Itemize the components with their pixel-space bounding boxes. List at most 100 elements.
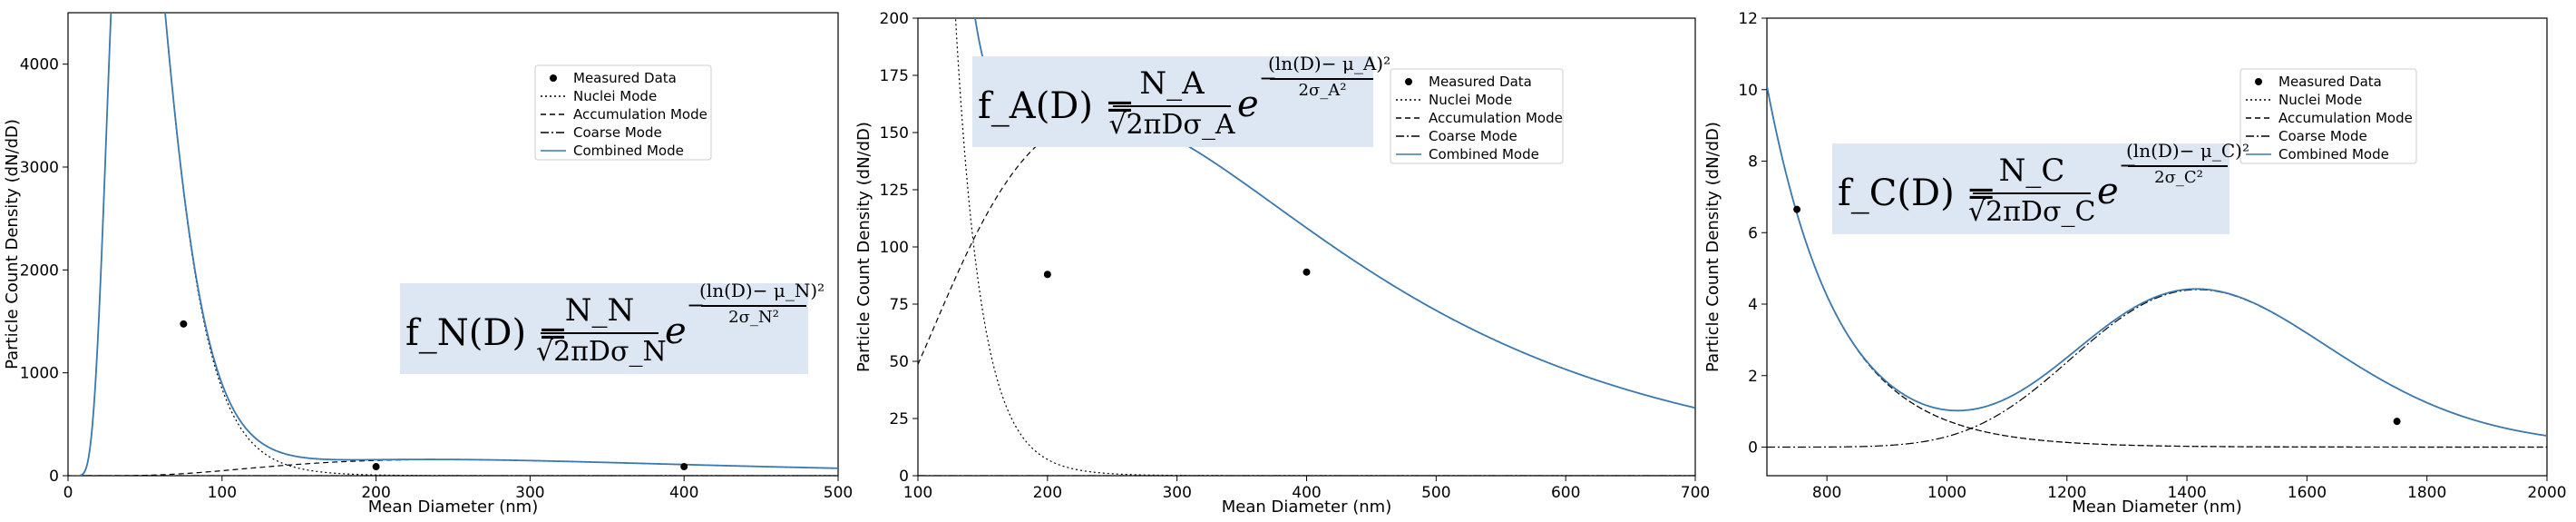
legend-marker	[550, 74, 557, 82]
y-tick-label: 25	[889, 410, 909, 428]
formula-exp-base: e	[1237, 84, 1259, 125]
nuclei-mode-line	[69, 13, 838, 476]
x-tick-label: 400	[1292, 484, 1321, 502]
measured-data-point	[1303, 268, 1311, 276]
x-axis-label: Mean Diameter (nm)	[368, 497, 539, 517]
formula-coarse: f_C(D) = N_C √2πDσ_C e − (ln(D)− μ_C)² 2…	[1832, 140, 2249, 234]
legend-entry: Coarse Mode	[1429, 128, 1517, 144]
y-tick-label: 150	[880, 124, 909, 143]
legend-entry: Measured Data	[2278, 74, 2382, 90]
formula-fraction-bar	[541, 332, 659, 334]
x-tick-label: 1400	[2167, 484, 2206, 502]
formula-exp-base: e	[2097, 171, 2119, 212]
formula-box-coarse	[1832, 143, 2230, 234]
coarse-mode-line	[1767, 289, 2547, 448]
formula-exp-bar	[2128, 165, 2228, 167]
x-tick-label: 300	[1162, 484, 1191, 502]
formula-lhs: f_A(D) =	[978, 85, 1136, 127]
y-tick-label: 4	[1748, 296, 1758, 314]
x-tick-label: 200	[361, 484, 390, 502]
y-tick-label: 50	[889, 353, 909, 371]
measured-data-point	[180, 320, 188, 328]
x-tick-label: 2000	[2527, 484, 2566, 502]
legend-entry: Combined Mode	[573, 143, 684, 159]
y-tick-label: 10	[1738, 82, 1758, 100]
y-tick-label: 4000	[20, 56, 59, 74]
measured-data-point	[1793, 205, 1801, 213]
y-tick-label: 0	[1748, 439, 1758, 458]
accumulation-mode-line	[918, 116, 1695, 409]
x-tick-label: 200	[1033, 484, 1062, 502]
y-tick-label: 175	[880, 67, 909, 85]
measured-data-point	[2393, 418, 2401, 426]
x-tick-label: 500	[824, 484, 853, 502]
formula-box-nuclei	[400, 283, 808, 374]
formula-numerator: N_C	[1998, 153, 2065, 189]
y-tick-label: 6	[1748, 224, 1758, 242]
formula-exp-bar	[701, 305, 806, 307]
legend-marker	[1405, 78, 1412, 85]
formula-numerator: N_A	[1139, 65, 1205, 102]
legend-entry: Accumulation Mode	[573, 106, 707, 123]
legend-entry: Nuclei Mode	[573, 88, 657, 104]
axes-frame	[1766, 17, 2548, 477]
y-tick-label: 3000	[20, 159, 59, 177]
measured-data-point	[1043, 271, 1051, 279]
y-tick-label: 2	[1748, 368, 1758, 386]
y-axis-label: Particle Count Density (dN/dD)	[3, 119, 22, 369]
axes-frame	[67, 12, 839, 477]
measured-data-point	[680, 463, 688, 471]
x-tick-label: 1800	[2407, 484, 2446, 502]
y-tick-label: 75	[889, 296, 909, 314]
x-tick-label: 1000	[1927, 484, 1966, 502]
formula-denominator: √2πDσ_N	[536, 336, 667, 368]
accumulation-mode-line	[1767, 85, 2547, 448]
chart-panel-3: 800 1000 1200 1400 1600 1800 2000 0 2 4 6 8 10 12 Mean…	[1703, 10, 2567, 517]
x-axis-label: Mean Diameter (nm)	[1222, 497, 1392, 517]
formula-lhs: f_C(D) =	[1838, 172, 1996, 214]
x-tick-label: 500	[1421, 484, 1450, 502]
x-tick-label: 300	[515, 484, 544, 502]
x-tick-label: 600	[1551, 484, 1580, 502]
legend-marker	[2255, 78, 2262, 85]
x-tick-label: 400	[669, 484, 698, 502]
formula-exp-minus: −	[1259, 65, 1278, 91]
legend-entry: Measured Data	[573, 70, 677, 86]
formula-exp-denominator: 2σ_A²	[1298, 81, 1347, 100]
formula-denominator: √2πDσ_A	[1108, 109, 1235, 141]
formula-exp-numerator: (ln(D)− μ_N)²	[699, 280, 825, 301]
legend-entry: Coarse Mode	[2278, 128, 2367, 144]
x-tick-label: 700	[1681, 484, 1710, 502]
y-tick-label: 8	[1748, 153, 1758, 172]
y-tick-label: 125	[880, 182, 909, 200]
formula-exp-denominator: 2σ_C²	[2154, 168, 2203, 187]
measured-data-point	[372, 463, 380, 471]
y-tick-label: 0	[899, 468, 909, 486]
formula-box-accumulation	[972, 56, 1373, 147]
nuclei-mode-line	[954, 18, 1695, 476]
formula-exp-bar	[1270, 78, 1373, 80]
formula-denominator: √2πDσ_C	[1968, 196, 2096, 228]
x-tick-label: 800	[1812, 484, 1841, 502]
y-tick-label: 200	[880, 10, 909, 28]
accumulation-mode-line	[69, 458, 838, 476]
x-tick-label: 100	[208, 484, 237, 502]
formula-nuclei: f_N(D) = N_N √2πDσ_N e − (ln(D)− μ_N)² 2…	[400, 280, 825, 374]
x-tick-label: 0	[63, 484, 73, 502]
legend-entry: Coarse Mode	[573, 124, 662, 141]
x-tick-label: 1200	[2047, 484, 2086, 502]
combined-mode-line	[1767, 85, 2547, 437]
formula-exp-numerator: (ln(D)− μ_C)²	[2126, 140, 2249, 162]
legend-entry: Measured Data	[1429, 74, 1532, 90]
legend-entry: Accumulation Mode	[2278, 110, 2413, 126]
formula-fraction-bar	[1973, 192, 2091, 194]
legend-entry: Combined Mode	[1429, 146, 1539, 163]
y-axis-label: Particle Count Density (dN/dD)	[854, 122, 873, 372]
formula-exp-base: e	[665, 310, 687, 352]
formula-exp-denominator: 2σ_N²	[728, 308, 779, 327]
legend-entry: Nuclei Mode	[2278, 92, 2362, 108]
formula-numerator: N_N	[564, 292, 635, 329]
legend-entry: Accumulation Mode	[1429, 110, 1563, 126]
